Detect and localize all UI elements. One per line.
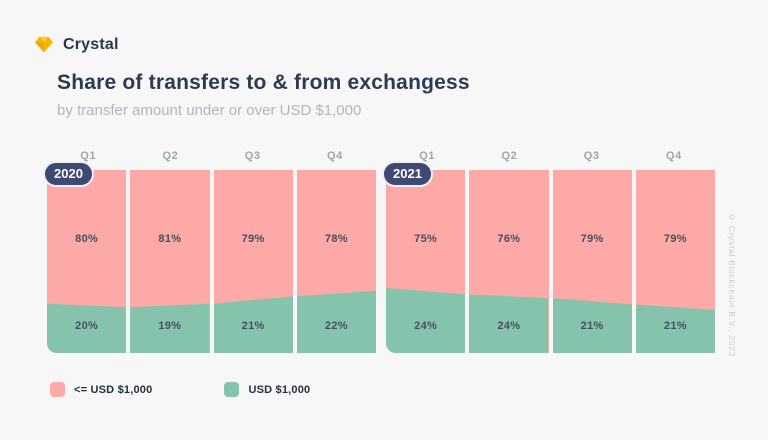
legend-label-over-1000: USD $1,000 bbox=[248, 383, 311, 396]
stacked-bar-2021-q4: 79% 21% bbox=[635, 170, 715, 353]
stacked-bar-2021-q1: 75% 24% bbox=[386, 170, 466, 353]
chart-area: Q1 Q2 Q3 Q4 80% 20% 81% 19% 79% 21% 78% 22% 2020 Q1 Q2… bbox=[43, 146, 715, 353]
stacked-bar-2021-q3: 79% 21% bbox=[552, 170, 632, 353]
page-subtitle: by transfer amount under or over USD $1,… bbox=[57, 102, 362, 119]
share-value-over-2021-q1: 24% bbox=[414, 320, 438, 332]
share-value-under-2020-q1: 80% bbox=[75, 233, 99, 245]
share-value-over-2020-q3: 21% bbox=[241, 320, 265, 332]
green-area-shape bbox=[130, 303, 210, 353]
stacked-bar-2020-q2: 81% 19% bbox=[130, 170, 210, 353]
gem-icon bbox=[35, 36, 53, 53]
legend-swatch-pink bbox=[50, 382, 65, 397]
share-value-under-2021-q2: 76% bbox=[497, 233, 521, 245]
page-title: Share of transfers to & from exchangess bbox=[57, 71, 470, 94]
quarter-label-2020-q2: Q2 bbox=[162, 150, 179, 162]
green-area-shape bbox=[296, 290, 376, 353]
legend-swatch-green bbox=[224, 382, 240, 397]
copyright-vertical-text: © Crystal Blockchain B.V., 2022 bbox=[727, 212, 737, 358]
quarter-label-2020-q1: Q1 bbox=[80, 150, 97, 162]
bar-group-2021: Q1 Q2 Q3 Q4 75% 24% 76% 24% 79% 21% 79% 21% 2021 bbox=[382, 146, 715, 353]
legend-item-over-1000: USD $1,000 bbox=[224, 382, 310, 397]
share-value-over-2021-q3: 21% bbox=[580, 320, 604, 332]
share-value-over-2020-q2: 19% bbox=[158, 320, 182, 332]
quarter-label-2021-q2: Q2 bbox=[501, 150, 518, 162]
share-value-under-2020-q2: 81% bbox=[158, 233, 182, 245]
share-value-over-2021-q4: 21% bbox=[663, 320, 687, 332]
quarter-labels-row: Q1 Q2 Q3 Q4 bbox=[47, 146, 376, 168]
quarter-label-2020-q4: Q4 bbox=[326, 150, 343, 162]
legend-item-under-1000: <= USD $1,000 bbox=[50, 382, 152, 397]
stacked-bar-2021-q2: 76% 24% bbox=[469, 170, 549, 353]
quarter-labels-row: Q1 Q2 Q3 Q4 bbox=[386, 146, 715, 168]
year-badge-2020: 2020 bbox=[43, 161, 94, 187]
year-badge-2021: 2021 bbox=[382, 161, 433, 187]
quarter-label-2021-q1: Q1 bbox=[419, 150, 436, 162]
stacked-bar-2020-q1: 80% 20% bbox=[47, 170, 127, 353]
stacked-bar-2020-q3: 79% 21% bbox=[213, 170, 293, 353]
bars-row-2020: 80% 20% 81% 19% 79% 21% 78% 22% 2020 bbox=[43, 161, 376, 353]
bars-row-2021: 75% 24% 76% 24% 79% 21% 79% 21% 2021 bbox=[382, 161, 715, 353]
share-value-over-2021-q2: 24% bbox=[497, 320, 521, 332]
green-area-shape bbox=[213, 296, 293, 353]
bar-group-2020: Q1 Q2 Q3 Q4 80% 20% 81% 19% 79% 21% 78% 22% 2020 bbox=[43, 146, 376, 353]
legend: <= USD $1,000 USD $1,000 bbox=[50, 382, 310, 397]
crystal-logo: Crystal bbox=[33, 36, 119, 54]
green-area-shape bbox=[386, 288, 466, 353]
legend-label-under-1000: <= USD $1,000 bbox=[74, 383, 153, 396]
quarter-label-2021-q4: Q4 bbox=[665, 150, 682, 162]
share-value-over-2020-q1: 20% bbox=[75, 320, 99, 332]
share-value-under-2020-q4: 78% bbox=[324, 233, 348, 245]
quarter-label-2020-q3: Q3 bbox=[244, 150, 261, 162]
green-area-shape bbox=[552, 298, 632, 353]
share-value-under-2021-q3: 79% bbox=[580, 233, 604, 245]
share-value-over-2020-q4: 22% bbox=[324, 320, 348, 332]
green-area-shape bbox=[635, 304, 715, 353]
share-value-under-2021-q1: 75% bbox=[414, 233, 438, 245]
logo-text: Crystal bbox=[63, 36, 119, 53]
share-value-under-2021-q4: 79% bbox=[663, 233, 687, 245]
stacked-bar-2020-q4: 78% 22% bbox=[296, 170, 376, 353]
green-area-shape bbox=[47, 303, 127, 353]
share-value-under-2020-q3: 79% bbox=[241, 233, 265, 245]
quarter-label-2021-q3: Q3 bbox=[583, 150, 600, 162]
green-area-shape bbox=[469, 294, 549, 353]
